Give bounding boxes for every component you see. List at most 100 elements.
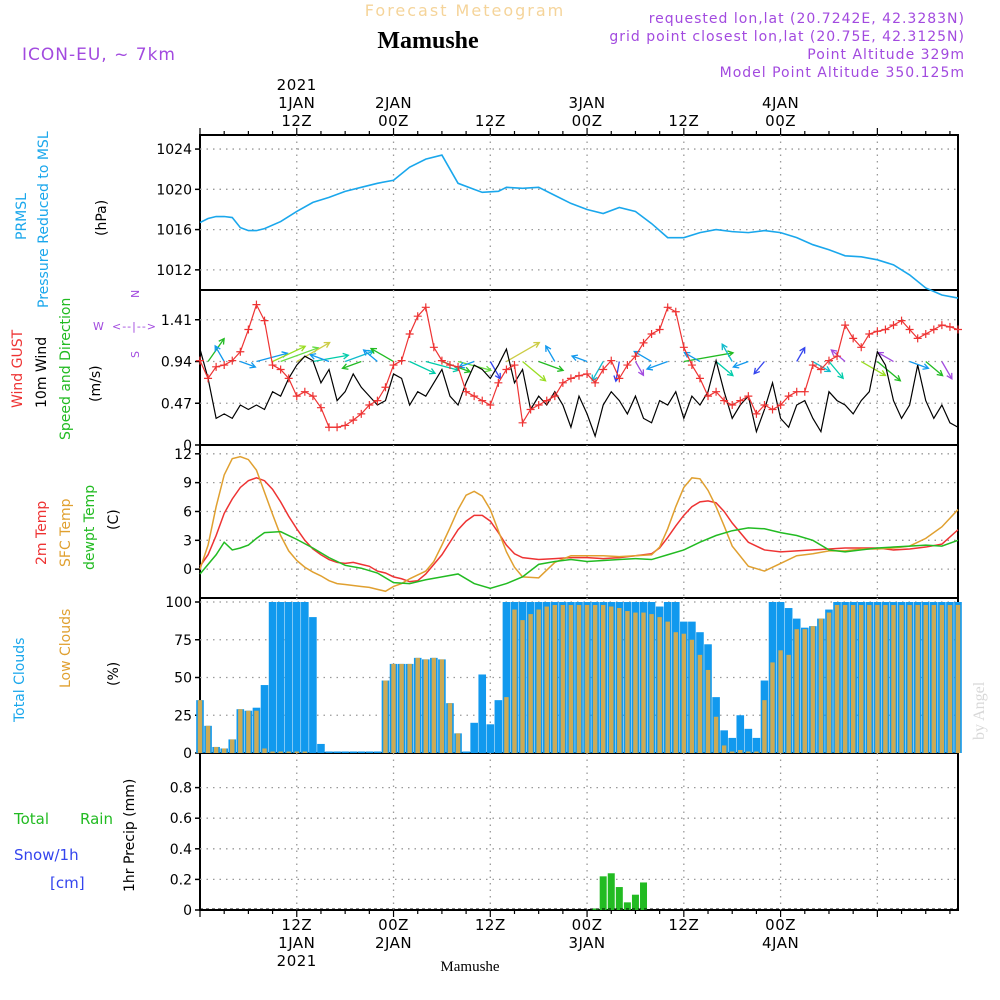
wind-arrow-shaft bbox=[941, 361, 953, 380]
wind-arrow-shaft bbox=[363, 349, 378, 363]
low-cloud-bar bbox=[786, 654, 791, 753]
total-cloud-bar bbox=[470, 722, 478, 753]
low-cloud-bar bbox=[213, 746, 219, 753]
rose-s: S bbox=[129, 350, 142, 358]
gust-marker bbox=[196, 356, 204, 365]
low-cloud-bar bbox=[625, 611, 630, 753]
prmsl-desc-label: Pressure Reduced to MSL bbox=[36, 131, 52, 308]
total-cloud-bar bbox=[502, 602, 511, 753]
bottom-time-label: 12Z bbox=[475, 916, 506, 934]
wind-arrow-shaft bbox=[458, 360, 475, 368]
wind-direction-arrow bbox=[545, 344, 556, 362]
rose-w: W bbox=[93, 320, 105, 333]
temperature-ytick-label: 3 bbox=[183, 533, 192, 549]
total-cloud-bar bbox=[349, 751, 358, 753]
top-time-label: 00Z bbox=[378, 112, 409, 130]
precipitation-ytick-label: 0.8 bbox=[170, 781, 192, 797]
pressure-ytick-label: 1016 bbox=[156, 223, 192, 239]
low-cloud-bar bbox=[810, 626, 816, 753]
low-cloud-bar bbox=[794, 629, 799, 753]
gust-marker bbox=[631, 352, 640, 361]
sfc-temp-line bbox=[199, 455, 959, 593]
gust-marker bbox=[905, 325, 914, 334]
gust-marker bbox=[808, 361, 817, 370]
wind-direction-arrow bbox=[344, 349, 375, 363]
wind-arrow-head bbox=[837, 372, 844, 380]
total-cloud-bar bbox=[752, 737, 761, 753]
wind-arrow-shaft bbox=[207, 338, 225, 362]
wind-frame bbox=[199, 289, 959, 446]
low-cloud-bar bbox=[875, 605, 880, 753]
total-cloud-bar bbox=[486, 724, 495, 753]
total-cloud-bar bbox=[728, 737, 737, 753]
location-title: Mamushe bbox=[377, 28, 479, 54]
wind-direction-arrow bbox=[214, 344, 225, 362]
wind-arrow-shaft bbox=[591, 361, 604, 381]
wind-arrow-head bbox=[545, 344, 552, 352]
wind-arrow-shaft bbox=[634, 361, 645, 376]
wind-arrow-shaft bbox=[683, 352, 734, 363]
low-cloud-bar bbox=[399, 663, 404, 753]
bottom-time-label: 00Z bbox=[572, 916, 603, 934]
total-cloud-bar bbox=[365, 751, 374, 753]
low-cloud-bar bbox=[649, 614, 654, 753]
wind-arrow-head bbox=[879, 370, 887, 377]
wind-direction-arrow bbox=[941, 361, 953, 381]
wind-direction-arrow bbox=[362, 349, 378, 363]
wind-arrow-head bbox=[936, 369, 944, 377]
wind-arrow-shaft bbox=[240, 360, 256, 368]
total-cloud-bar bbox=[341, 751, 349, 753]
low-cloud-bar bbox=[931, 605, 937, 753]
low-cloud-bar bbox=[407, 663, 412, 753]
wind-arrow-shaft bbox=[876, 361, 901, 382]
low-cloud-bar bbox=[609, 606, 614, 753]
gust-marker bbox=[397, 356, 406, 365]
point-altitude: Point Altitude 329m bbox=[807, 47, 965, 63]
bottom-time-label: 2021 bbox=[277, 952, 317, 970]
wind-direction-arrow bbox=[753, 361, 765, 375]
low-cloud-bar bbox=[754, 751, 759, 753]
wind-arrow-head bbox=[557, 365, 565, 372]
temp-side-labels: 2m Temp SFC Temp dewpt Temp (C) bbox=[34, 485, 122, 570]
low-cloud-bar bbox=[713, 716, 719, 753]
low-cloud-bar bbox=[415, 657, 420, 753]
wind-arrow-head bbox=[799, 346, 806, 354]
gust-marker bbox=[583, 369, 592, 378]
total-clouds-label: Total Clouds bbox=[12, 638, 28, 723]
gust-marker bbox=[663, 303, 672, 312]
gust-marker bbox=[784, 392, 793, 401]
rain-bar bbox=[591, 908, 599, 910]
wind-arrow-head bbox=[214, 344, 221, 352]
gust-marker bbox=[454, 362, 463, 371]
low-cloud-bar bbox=[770, 662, 775, 753]
low-clouds-label: Low Clouds bbox=[58, 609, 74, 688]
wind-arrow-head bbox=[637, 369, 645, 377]
low-cloud-bar bbox=[738, 749, 743, 753]
total-label: Total bbox=[13, 810, 49, 828]
wind-arrow-head bbox=[299, 345, 307, 352]
wind-arrow-shaft bbox=[721, 343, 733, 362]
wind-arrow-shaft bbox=[256, 352, 288, 363]
wind-arrow-head bbox=[683, 351, 691, 358]
low-cloud-bar bbox=[689, 639, 695, 753]
gust-marker bbox=[518, 418, 527, 427]
gust-marker bbox=[558, 378, 567, 387]
gust-marker bbox=[937, 321, 946, 330]
wind-arrow-shaft bbox=[545, 345, 556, 362]
low-cloud-bar bbox=[560, 605, 566, 753]
low-cloud-bar bbox=[850, 605, 856, 753]
low-cloud-bar bbox=[383, 680, 388, 753]
wind-arrow-shaft bbox=[214, 345, 225, 362]
precipitation-frame bbox=[199, 752, 959, 911]
gust-marker bbox=[212, 362, 221, 371]
wind-direction-arrow bbox=[715, 361, 734, 377]
gust-marker bbox=[873, 327, 882, 336]
wind-direction-arrow bbox=[796, 346, 806, 362]
low-cloud-bar bbox=[899, 605, 904, 753]
gust-marker bbox=[728, 401, 737, 410]
gust-line bbox=[199, 303, 959, 428]
wind-arrow-head bbox=[342, 352, 350, 360]
model-name: ICON-EU, ~ 7km bbox=[22, 45, 176, 65]
gust-marker bbox=[308, 392, 317, 401]
wind-arrow-shaft bbox=[312, 354, 349, 363]
